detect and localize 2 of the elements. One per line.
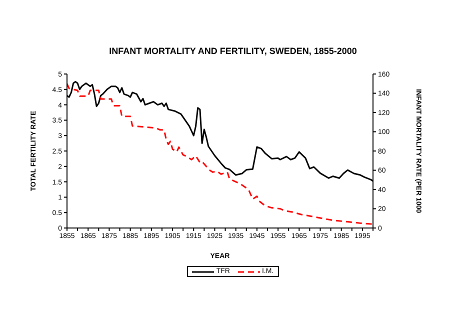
line-series bbox=[67, 82, 373, 225]
chart-title: INFANT MORTALITY AND FERTILITY, SWEDEN, 1855-2000 bbox=[108, 46, 358, 56]
